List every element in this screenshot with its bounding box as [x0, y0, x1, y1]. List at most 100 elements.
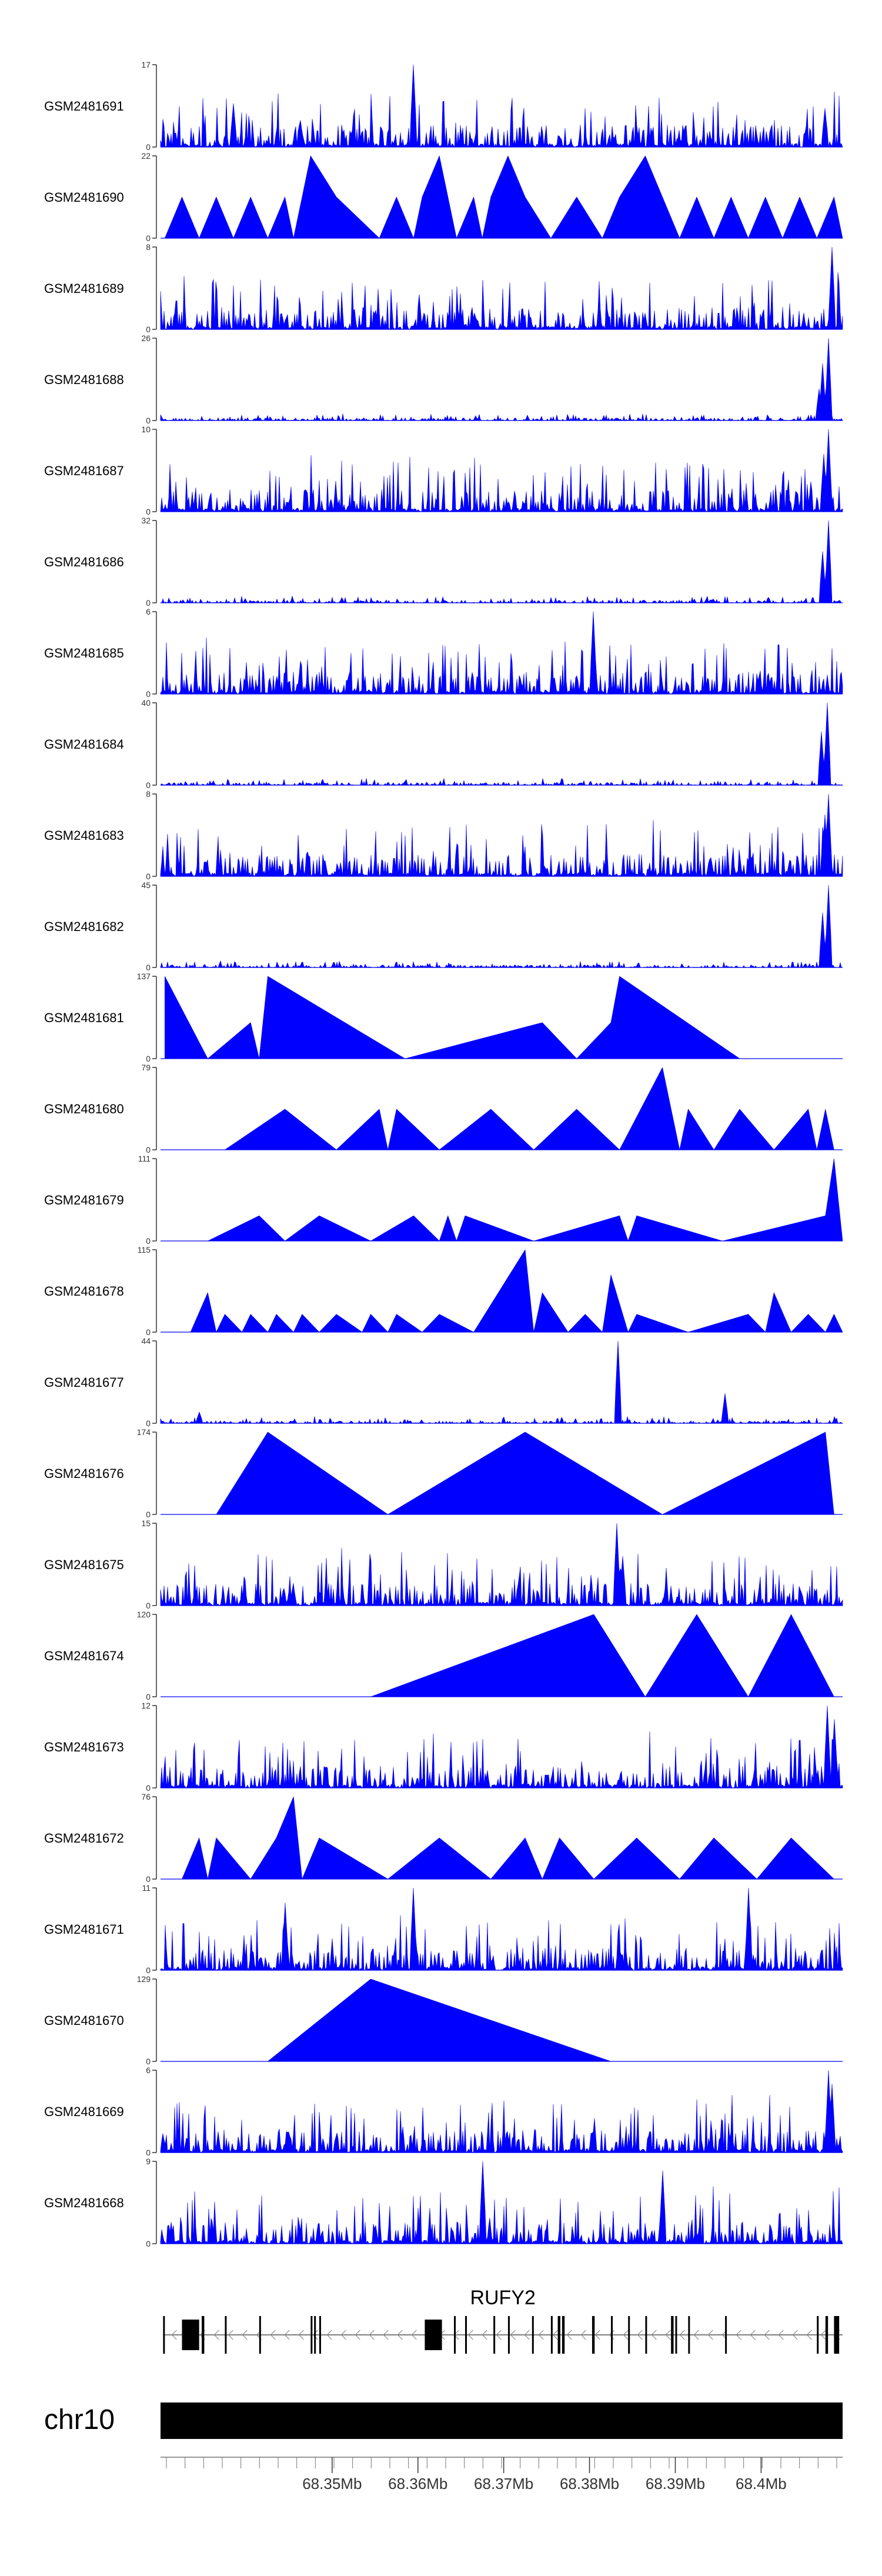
- track-label: GSM2481676: [44, 1466, 124, 1481]
- strand-arrow: [312, 2330, 318, 2340]
- gene-label: RUFY2: [470, 2287, 535, 2309]
- track-label: GSM2481668: [44, 2195, 124, 2210]
- y-axis-min-label: 0: [146, 507, 151, 516]
- strand-arrow: [623, 2330, 629, 2340]
- chromosome-ideogram: chr10: [44, 2403, 843, 2439]
- y-axis-min-label: 0: [146, 1874, 151, 1884]
- track-GSM2481686: GSM2481686 32 0: [44, 516, 843, 608]
- y-axis-min-label: 0: [146, 142, 151, 152]
- exon: [675, 2316, 677, 2354]
- strand-arrow: [651, 2330, 657, 2340]
- track-label: GSM2481688: [44, 372, 124, 387]
- track-GSM2481682: GSM2481682 45 0: [44, 880, 843, 972]
- strand-arrow: [213, 2330, 219, 2340]
- track-label: GSM2481672: [44, 1831, 124, 1846]
- y-axis-max-label: 22: [141, 151, 151, 161]
- y-axis-max-label: 26: [141, 333, 151, 343]
- exon: [725, 2316, 727, 2354]
- strand-arrow: [820, 2330, 826, 2340]
- strand-arrow: [693, 2330, 699, 2340]
- exon: [532, 2316, 534, 2354]
- y-axis-min-label: 0: [146, 416, 151, 425]
- exon: [314, 2316, 316, 2354]
- strand-arrow: [764, 2330, 770, 2340]
- track-label: GSM2481680: [44, 1102, 124, 1116]
- coverage-area: [160, 793, 843, 877]
- track-label: GSM2481675: [44, 1557, 124, 1572]
- chromosome-label: chr10: [44, 2404, 115, 2435]
- exon: [825, 2316, 828, 2354]
- coverage-area: [160, 338, 843, 421]
- axis-tick-label: 68.39Mb: [646, 2475, 705, 2492]
- strand-arrow: [778, 2330, 784, 2340]
- track-label: GSM2481691: [44, 99, 124, 114]
- exon: [611, 2316, 613, 2354]
- y-axis-min-label: 0: [146, 1145, 151, 1154]
- track-GSM2481685: GSM2481685 6 0: [44, 607, 843, 699]
- y-axis-max-label: 15: [141, 1519, 151, 1528]
- strand-arrow: [736, 2330, 741, 2340]
- coverage-area: [190, 1249, 843, 1333]
- strand-arrow: [298, 2330, 304, 2340]
- genome-axis: 68.35Mb 68.36Mb 68.37Mb 68.38Mb 68.39Mb 68.4M…: [161, 2457, 843, 2492]
- coverage-area: [370, 1614, 834, 1697]
- y-axis-min-label: 0: [146, 325, 151, 334]
- track-label: GSM2481670: [44, 2013, 124, 2028]
- y-axis-max-label: 44: [141, 1336, 151, 1346]
- coverage-area: [160, 1523, 843, 1607]
- exon: [817, 2316, 819, 2354]
- y-axis-max-label: 9: [146, 2157, 151, 2166]
- track-label: GSM2481686: [44, 555, 124, 569]
- chromosome-band: [161, 2403, 843, 2439]
- y-axis-max-label: 8: [146, 789, 151, 799]
- strand-arrow: [637, 2330, 643, 2340]
- y-axis-min-label: 0: [146, 2239, 151, 2248]
- exon: [507, 2316, 510, 2354]
- track-GSM2481678: GSM2481678 115 0: [44, 1245, 843, 1337]
- y-axis-min-label: 0: [146, 1783, 151, 1793]
- y-axis-max-label: 6: [146, 607, 151, 616]
- axis-tick-label: 68.37Mb: [474, 2475, 533, 2492]
- strand-arrow: [524, 2330, 530, 2340]
- strand-arrow: [750, 2330, 756, 2340]
- track-GSM2481671: GSM2481671 11 0: [44, 1883, 843, 1975]
- exon: [550, 2316, 553, 2354]
- coverage-area: [216, 1432, 834, 1515]
- y-axis-max-label: 40: [141, 698, 151, 708]
- y-axis-min-label: 0: [146, 689, 151, 699]
- exon: [645, 2316, 647, 2354]
- exon: [493, 2316, 496, 2354]
- track-GSM2481683: GSM2481683 8 0: [44, 789, 843, 881]
- track-label: GSM2481678: [44, 1284, 124, 1299]
- coverage-area: [182, 1796, 835, 1880]
- strand-arrow: [580, 2330, 586, 2340]
- exon: [557, 2316, 560, 2354]
- track-GSM2481668: GSM2481668 9 0: [44, 2157, 843, 2248]
- coverage-area: [165, 976, 740, 1059]
- track-label: GSM2481673: [44, 1740, 124, 1754]
- track-GSM2481687: GSM2481687 10 0: [44, 425, 843, 516]
- track-GSM2481681: GSM2481681 137 0: [44, 972, 843, 1063]
- coverage-area: [160, 611, 843, 695]
- y-axis-max-label: 76: [141, 1792, 151, 1801]
- y-axis-max-label: 137: [137, 972, 151, 981]
- strand-arrow: [242, 2330, 248, 2340]
- strand-arrow: [552, 2330, 558, 2340]
- y-axis-min-label: 0: [146, 780, 151, 790]
- strand-arrow: [340, 2330, 346, 2340]
- strand-arrow: [369, 2330, 375, 2340]
- coverage-area: [208, 1158, 843, 1242]
- track-GSM2481672: GSM2481672 76 0: [44, 1792, 843, 1884]
- y-axis-min-label: 0: [146, 2148, 151, 2157]
- axis-tick-label: 68.38Mb: [560, 2475, 619, 2492]
- strand-arrow: [411, 2330, 417, 2340]
- track-GSM2481684: GSM2481684 40 0: [44, 698, 843, 790]
- strand-arrow: [397, 2330, 403, 2340]
- exon: [592, 2316, 595, 2354]
- axis-tick-label: 68.4Mb: [736, 2475, 787, 2492]
- y-axis-max-label: 129: [137, 1974, 151, 1984]
- coverage-area: [160, 1887, 843, 1971]
- strand-arrow: [566, 2330, 572, 2340]
- exon: [834, 2316, 840, 2354]
